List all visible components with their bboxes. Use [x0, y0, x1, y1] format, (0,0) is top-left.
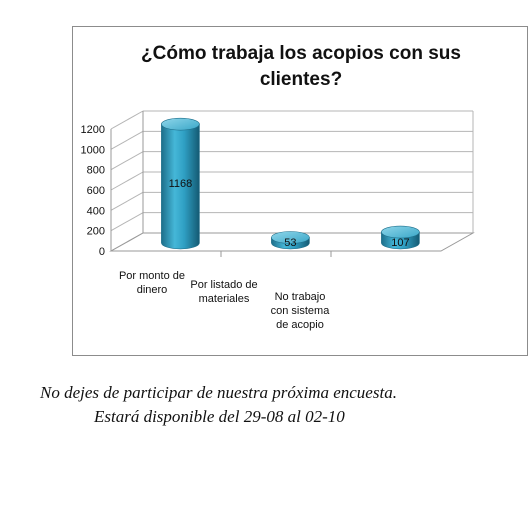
side-grid-line: [110, 130, 144, 150]
y-tick-label: 1200: [81, 124, 105, 136]
bar-top: [161, 117, 200, 131]
bar-2: [381, 225, 420, 250]
chart-title: ¿Cómo trabaja los acopios con sus client…: [141, 43, 461, 90]
data-label: 1168: [169, 178, 193, 190]
bar-1: [271, 231, 310, 250]
y-tick-label: 0: [99, 246, 105, 258]
bar-top: [271, 231, 310, 244]
data-label: 107: [391, 237, 409, 249]
side-grid-line: [110, 171, 144, 191]
y-tick-label: 600: [87, 185, 105, 197]
category-label: No trabajo: [275, 291, 326, 303]
y-tick-label: 200: [87, 226, 105, 238]
category-label: Por listado de: [190, 279, 257, 291]
side-grid-line: [110, 191, 144, 211]
side-grid-line: [110, 110, 144, 130]
chart-title-line-2: clientes?: [260, 69, 342, 90]
chart-container: ¿Cómo trabaja los acopios con sus client…: [72, 26, 528, 356]
bar-body: [161, 123, 200, 250]
side-grid-line: [110, 212, 144, 232]
category-label: de acopio: [276, 319, 324, 331]
label-layer: 0 200 400 600 800 1000 1200 1168 53 107 Por monto …: [81, 124, 410, 331]
side-grid-line: [110, 151, 144, 171]
y-tick-label: 800: [87, 165, 105, 177]
bar-top: [381, 225, 420, 239]
bar-0: [161, 117, 200, 250]
category-label: con sistema: [271, 305, 331, 317]
y-tick-label: 1000: [81, 144, 105, 156]
y-tick-label: 400: [87, 205, 105, 217]
survey-note-line-2: Estará disponible del 29-08 al 02-10: [94, 407, 345, 426]
category-label: dinero: [137, 284, 168, 296]
bar-layer: [161, 117, 420, 250]
data-label: 53: [284, 237, 296, 249]
survey-note-line-1: No dejes de participar de nuestra próxim…: [40, 383, 397, 402]
axis-layer: [109, 111, 475, 257]
category-label: Por monto de: [119, 270, 185, 282]
bar-chart: ¿Cómo trabaja los acopios con sus client…: [81, 43, 475, 331]
chart-title-line-1: ¿Cómo trabaja los acopios con sus: [141, 43, 461, 64]
category-label: materiales: [199, 293, 250, 305]
